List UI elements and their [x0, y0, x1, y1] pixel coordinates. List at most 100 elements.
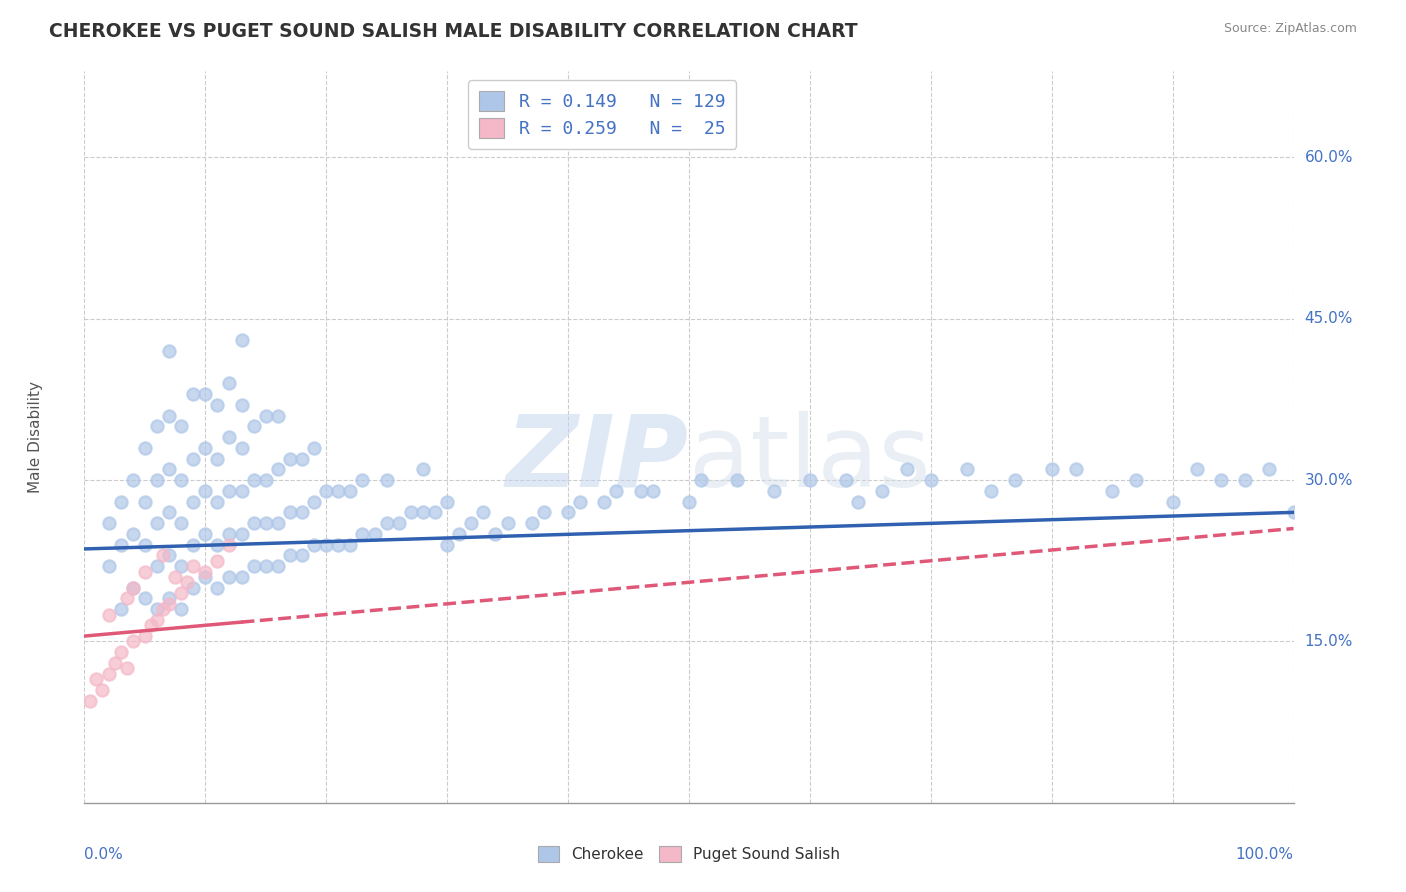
Text: 0.0%: 0.0%: [84, 847, 124, 862]
Legend: Cherokee, Puget Sound Salish: Cherokee, Puget Sound Salish: [531, 840, 846, 868]
Text: Source: ZipAtlas.com: Source: ZipAtlas.com: [1223, 22, 1357, 36]
Point: [363, 527, 385, 541]
Point: [291, 505, 314, 519]
Point: [170, 602, 193, 616]
Point: [267, 462, 290, 476]
Point: [79, 693, 101, 707]
Point: [207, 494, 229, 508]
Point: [170, 516, 193, 530]
Point: [194, 441, 217, 455]
Point: [207, 538, 229, 552]
Point: [139, 618, 162, 632]
Point: [181, 451, 204, 466]
Point: [569, 494, 592, 508]
Point: [152, 602, 174, 616]
Point: [278, 549, 301, 563]
Point: [267, 516, 290, 530]
Point: [157, 462, 180, 476]
Point: [302, 538, 325, 552]
Point: [194, 483, 217, 498]
Point: [134, 538, 156, 552]
Point: [1282, 505, 1305, 519]
Point: [181, 538, 204, 552]
Point: [170, 473, 193, 487]
Point: [134, 565, 156, 579]
Point: [146, 559, 169, 574]
Point: [146, 516, 169, 530]
Point: [231, 333, 253, 347]
Point: [315, 483, 337, 498]
Point: [1004, 473, 1026, 487]
Point: [104, 656, 127, 670]
Point: [207, 581, 229, 595]
Point: [121, 527, 143, 541]
Text: 100.0%: 100.0%: [1236, 847, 1294, 862]
Point: [557, 505, 579, 519]
Point: [846, 494, 869, 508]
Point: [194, 570, 217, 584]
Point: [231, 570, 253, 584]
Text: CHEROKEE VS PUGET SOUND SALISH MALE DISABILITY CORRELATION CHART: CHEROKEE VS PUGET SOUND SALISH MALE DISA…: [49, 22, 858, 41]
Point: [110, 538, 132, 552]
Point: [170, 586, 193, 600]
Point: [121, 634, 143, 648]
Point: [157, 597, 180, 611]
Point: [388, 516, 411, 530]
Point: [339, 483, 361, 498]
Point: [315, 538, 337, 552]
Point: [207, 398, 229, 412]
Point: [176, 575, 198, 590]
Point: [157, 344, 180, 359]
Point: [207, 554, 229, 568]
Point: [302, 441, 325, 455]
Point: [121, 581, 143, 595]
Point: [291, 549, 314, 563]
Point: [110, 602, 132, 616]
Point: [872, 483, 894, 498]
Point: [1161, 494, 1184, 508]
Point: [630, 483, 652, 498]
Point: [231, 483, 253, 498]
Point: [97, 607, 120, 622]
Text: 30.0%: 30.0%: [1305, 473, 1353, 488]
Point: [91, 682, 114, 697]
Point: [484, 527, 506, 541]
Point: [157, 505, 180, 519]
Point: [86, 672, 108, 686]
Point: [194, 565, 217, 579]
Point: [267, 559, 290, 574]
Point: [605, 483, 627, 498]
Point: [134, 494, 156, 508]
Point: [165, 570, 187, 584]
Point: [291, 451, 314, 466]
Point: [218, 570, 240, 584]
Point: [449, 527, 471, 541]
Point: [254, 559, 277, 574]
Point: [725, 473, 748, 487]
Point: [1185, 462, 1208, 476]
Point: [181, 494, 204, 508]
Text: 60.0%: 60.0%: [1305, 150, 1353, 165]
Point: [412, 462, 434, 476]
Text: atlas: atlas: [689, 410, 931, 508]
Point: [134, 629, 156, 643]
Point: [218, 483, 240, 498]
Point: [1209, 473, 1232, 487]
Point: [242, 516, 264, 530]
Point: [110, 494, 132, 508]
Point: [181, 387, 204, 401]
Point: [97, 559, 120, 574]
Point: [181, 559, 204, 574]
Point: [896, 462, 918, 476]
Point: [472, 505, 495, 519]
Point: [496, 516, 519, 530]
Text: Male Disability: Male Disability: [28, 381, 44, 493]
Point: [399, 505, 422, 519]
Point: [231, 527, 253, 541]
Text: 15.0%: 15.0%: [1305, 634, 1353, 649]
Point: [762, 483, 785, 498]
Point: [1064, 462, 1087, 476]
Point: [170, 419, 193, 434]
Point: [152, 549, 174, 563]
Point: [218, 430, 240, 444]
